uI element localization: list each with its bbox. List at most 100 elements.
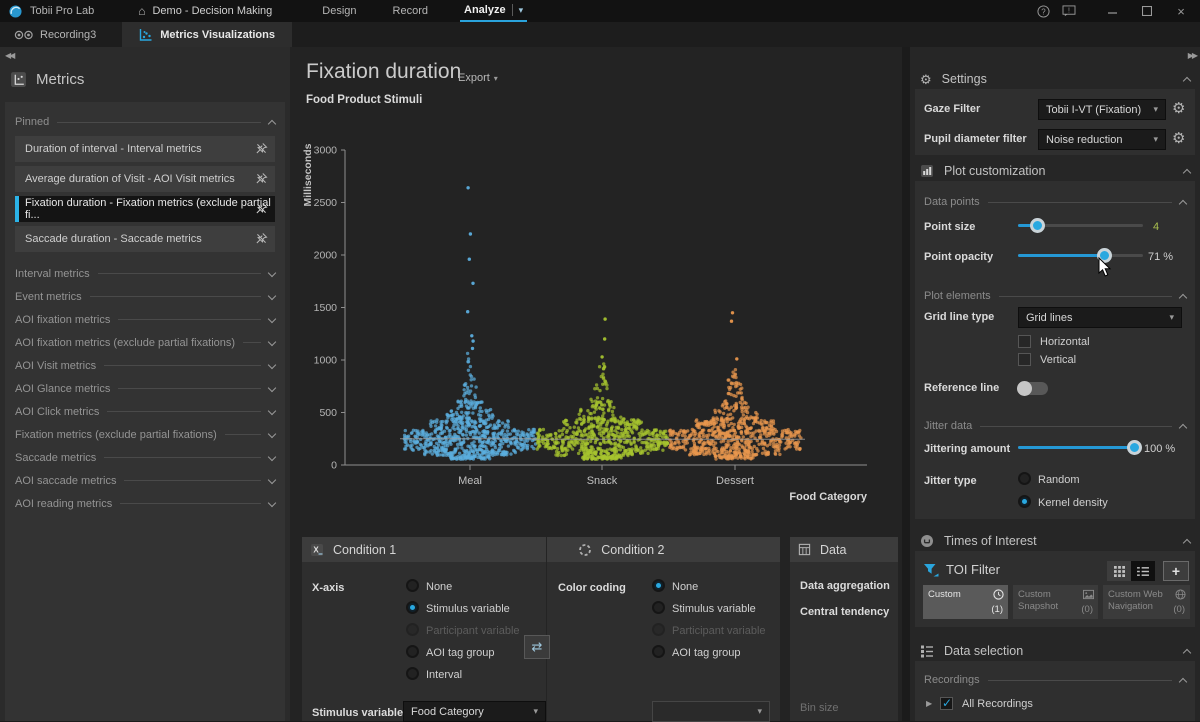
- vertical-gridlines-checkbox[interactable]: [1018, 353, 1031, 366]
- svg-text:1500: 1500: [314, 302, 338, 314]
- add-toi-button[interactable]: +: [1163, 561, 1189, 581]
- collapse-left-panel-button[interactable]: ◀◀: [5, 51, 15, 60]
- home-icon[interactable]: ⌂: [138, 4, 146, 18]
- times-of-interest-section-header[interactable]: Times of Interest: [910, 531, 1200, 551]
- close-button[interactable]: ×: [1177, 3, 1185, 19]
- metric-category-row[interactable]: AOI saccade metrics: [15, 469, 277, 492]
- custom-toi-clock-icon: [993, 589, 1004, 600]
- svg-text:Meal: Meal: [458, 475, 482, 487]
- pinned-section-header[interactable]: Pinned: [15, 112, 277, 132]
- radio-xaxis-interval[interactable]: [406, 667, 419, 680]
- grid-line-type-label: Grid line type: [924, 311, 995, 323]
- metric-category-row[interactable]: AOI fixation metrics (exclude partial fi…: [15, 331, 277, 354]
- radio-color-none[interactable]: [652, 579, 665, 592]
- radio-jitter-kernel-density[interactable]: [1018, 495, 1031, 508]
- metric-category-row[interactable]: Interval metrics: [15, 262, 277, 285]
- metric-category-row[interactable]: AOI fixation metrics: [15, 308, 277, 331]
- pinned-metric-row[interactable]: Duration of interval - Interval metrics: [15, 136, 275, 162]
- toi-list-view-button[interactable]: [1131, 561, 1155, 581]
- settings-sidebar: ▶▶ ⚙ Settings Gaze Filter Tobii I-VT (Fi…: [910, 47, 1200, 721]
- toi-card-custom-snapshot[interactable]: Custom Snapshot (0): [1013, 585, 1098, 619]
- x-axis-condition-icon: X: [310, 543, 324, 557]
- data-selection-box: Recordings: [915, 661, 1195, 721]
- chevron-down-icon: [267, 475, 277, 484]
- plot-customization-section-header[interactable]: Plot customization: [910, 161, 1200, 181]
- tab-divider: [511, 4, 513, 16]
- recordings-subheader[interactable]: Recordings: [915, 671, 1195, 689]
- collapse-right-panel-button[interactable]: ▶▶: [1187, 51, 1198, 60]
- metrics-visualizations-tab[interactable]: Metrics Visualizations: [122, 22, 293, 47]
- tab-record[interactable]: Record: [392, 5, 429, 17]
- settings-section-header[interactable]: ⚙ Settings: [910, 69, 1200, 89]
- swap-conditions-button[interactable]: ⇄: [524, 635, 550, 659]
- tab-design[interactable]: Design: [322, 5, 357, 17]
- maximize-button[interactable]: [1134, 0, 1160, 22]
- unpin-icon[interactable]: [255, 172, 268, 185]
- metric-category-row[interactable]: AOI Click metrics: [15, 400, 277, 423]
- pinned-metric-row[interactable]: Saccade duration - Saccade metrics: [15, 226, 275, 252]
- recording-tab[interactable]: Recording3: [0, 22, 110, 47]
- radio-xaxis-aoi-tag-group[interactable]: [406, 645, 419, 658]
- radio-xaxis-stimulus-variable[interactable]: [406, 601, 419, 614]
- unpin-icon[interactable]: [255, 232, 268, 245]
- gaze-filter-dropdown[interactable]: Tobii I-VT (Fixation) ▾: [1038, 99, 1166, 120]
- toi-filter-label: TOI Filter: [946, 562, 1000, 577]
- data-aggregation-item[interactable]: Data aggregation: [800, 580, 890, 592]
- horizontal-gridlines-checkbox[interactable]: [1018, 335, 1031, 348]
- radio-xaxis-none[interactable]: [406, 579, 419, 592]
- gaze-filter-settings-gear-icon[interactable]: ⚙: [1172, 100, 1186, 117]
- metric-category-row[interactable]: Saccade metrics: [15, 446, 277, 469]
- help-icon[interactable]: ?: [1030, 0, 1056, 22]
- metric-category-row[interactable]: AOI reading metrics: [15, 492, 277, 515]
- chevron-up-icon: [1178, 677, 1188, 687]
- metric-category-row[interactable]: AOI Visit metrics: [15, 354, 277, 377]
- filter-funnel-icon: [923, 563, 939, 578]
- jittering-amount-slider-handle[interactable]: [1126, 440, 1142, 455]
- radio-jitter-random[interactable]: [1018, 472, 1031, 485]
- toi-card-custom[interactable]: Custom (1): [923, 585, 1008, 619]
- data-points-subheader[interactable]: Data points: [915, 193, 1195, 211]
- metric-category-row[interactable]: Event metrics: [15, 285, 277, 308]
- all-recordings-checkbox[interactable]: [940, 696, 953, 710]
- svg-text:2500: 2500: [314, 197, 338, 209]
- pupil-filter-dropdown[interactable]: Noise reduction ▾: [1038, 129, 1166, 150]
- radio-color-stimulus-variable[interactable]: [652, 601, 665, 614]
- metric-category-row[interactable]: Fixation metrics (exclude partial fixati…: [15, 423, 277, 446]
- toi-card-custom-web-navigation[interactable]: Custom Web Navigation (0): [1103, 585, 1190, 619]
- point-opacity-slider-handle[interactable]: [1097, 248, 1113, 263]
- conditions-divider: [546, 537, 547, 721]
- export-button[interactable]: Export ▾: [458, 72, 498, 84]
- point-size-slider-handle[interactable]: [1029, 218, 1045, 233]
- pinned-metric-row[interactable]: Average duration of Visit - AOI Visit me…: [15, 166, 275, 192]
- point-opacity-label: Point opacity: [924, 251, 994, 263]
- pinned-metric-row-selected[interactable]: Fixation duration - Fixation metrics (ex…: [15, 196, 275, 222]
- point-opacity-slider[interactable]: [1018, 248, 1143, 263]
- metric-category-row[interactable]: AOI Glance metrics: [15, 377, 277, 400]
- expand-recordings-arrow[interactable]: ▶: [926, 699, 933, 708]
- data-selection-section-header[interactable]: Data selection: [910, 641, 1200, 661]
- unpin-icon[interactable]: [255, 142, 268, 155]
- condition1-title: Condition 1: [333, 542, 397, 557]
- app-logo-icon: [9, 4, 22, 18]
- jitter-data-subheader[interactable]: Jitter data: [915, 417, 1195, 435]
- radio-color-aoi-tag-group[interactable]: [652, 645, 665, 658]
- data-table-icon: [798, 543, 811, 556]
- minimize-button[interactable]: [1100, 0, 1126, 22]
- plot-elements-subheader[interactable]: Plot elements: [915, 287, 1195, 305]
- stimulus-variable-dropdown[interactable]: Food Category ▾: [403, 701, 546, 722]
- toi-grid-view-button[interactable]: [1107, 561, 1131, 581]
- unpin-icon[interactable]: [255, 202, 268, 215]
- analyze-dropdown-icon[interactable]: ▾: [518, 5, 524, 15]
- reference-line-toggle[interactable]: [1017, 381, 1048, 396]
- jittering-amount-slider[interactable]: [1018, 440, 1142, 455]
- point-size-slider[interactable]: [1018, 218, 1143, 233]
- tab-analyze[interactable]: Analyze ▾: [460, 0, 528, 22]
- pupil-filter-settings-gear-icon[interactable]: ⚙: [1172, 130, 1186, 147]
- chevron-down-icon: [267, 291, 277, 300]
- feedback-icon[interactable]: !: [1056, 0, 1082, 22]
- central-tendency-item[interactable]: Central tendency: [800, 606, 890, 618]
- gear-icon: ⚙: [920, 71, 932, 87]
- color-coding-condition-icon: [578, 543, 592, 557]
- grid-line-type-dropdown[interactable]: Grid lines ▾: [1018, 307, 1182, 328]
- project-name[interactable]: Demo - Decision Making: [152, 5, 273, 17]
